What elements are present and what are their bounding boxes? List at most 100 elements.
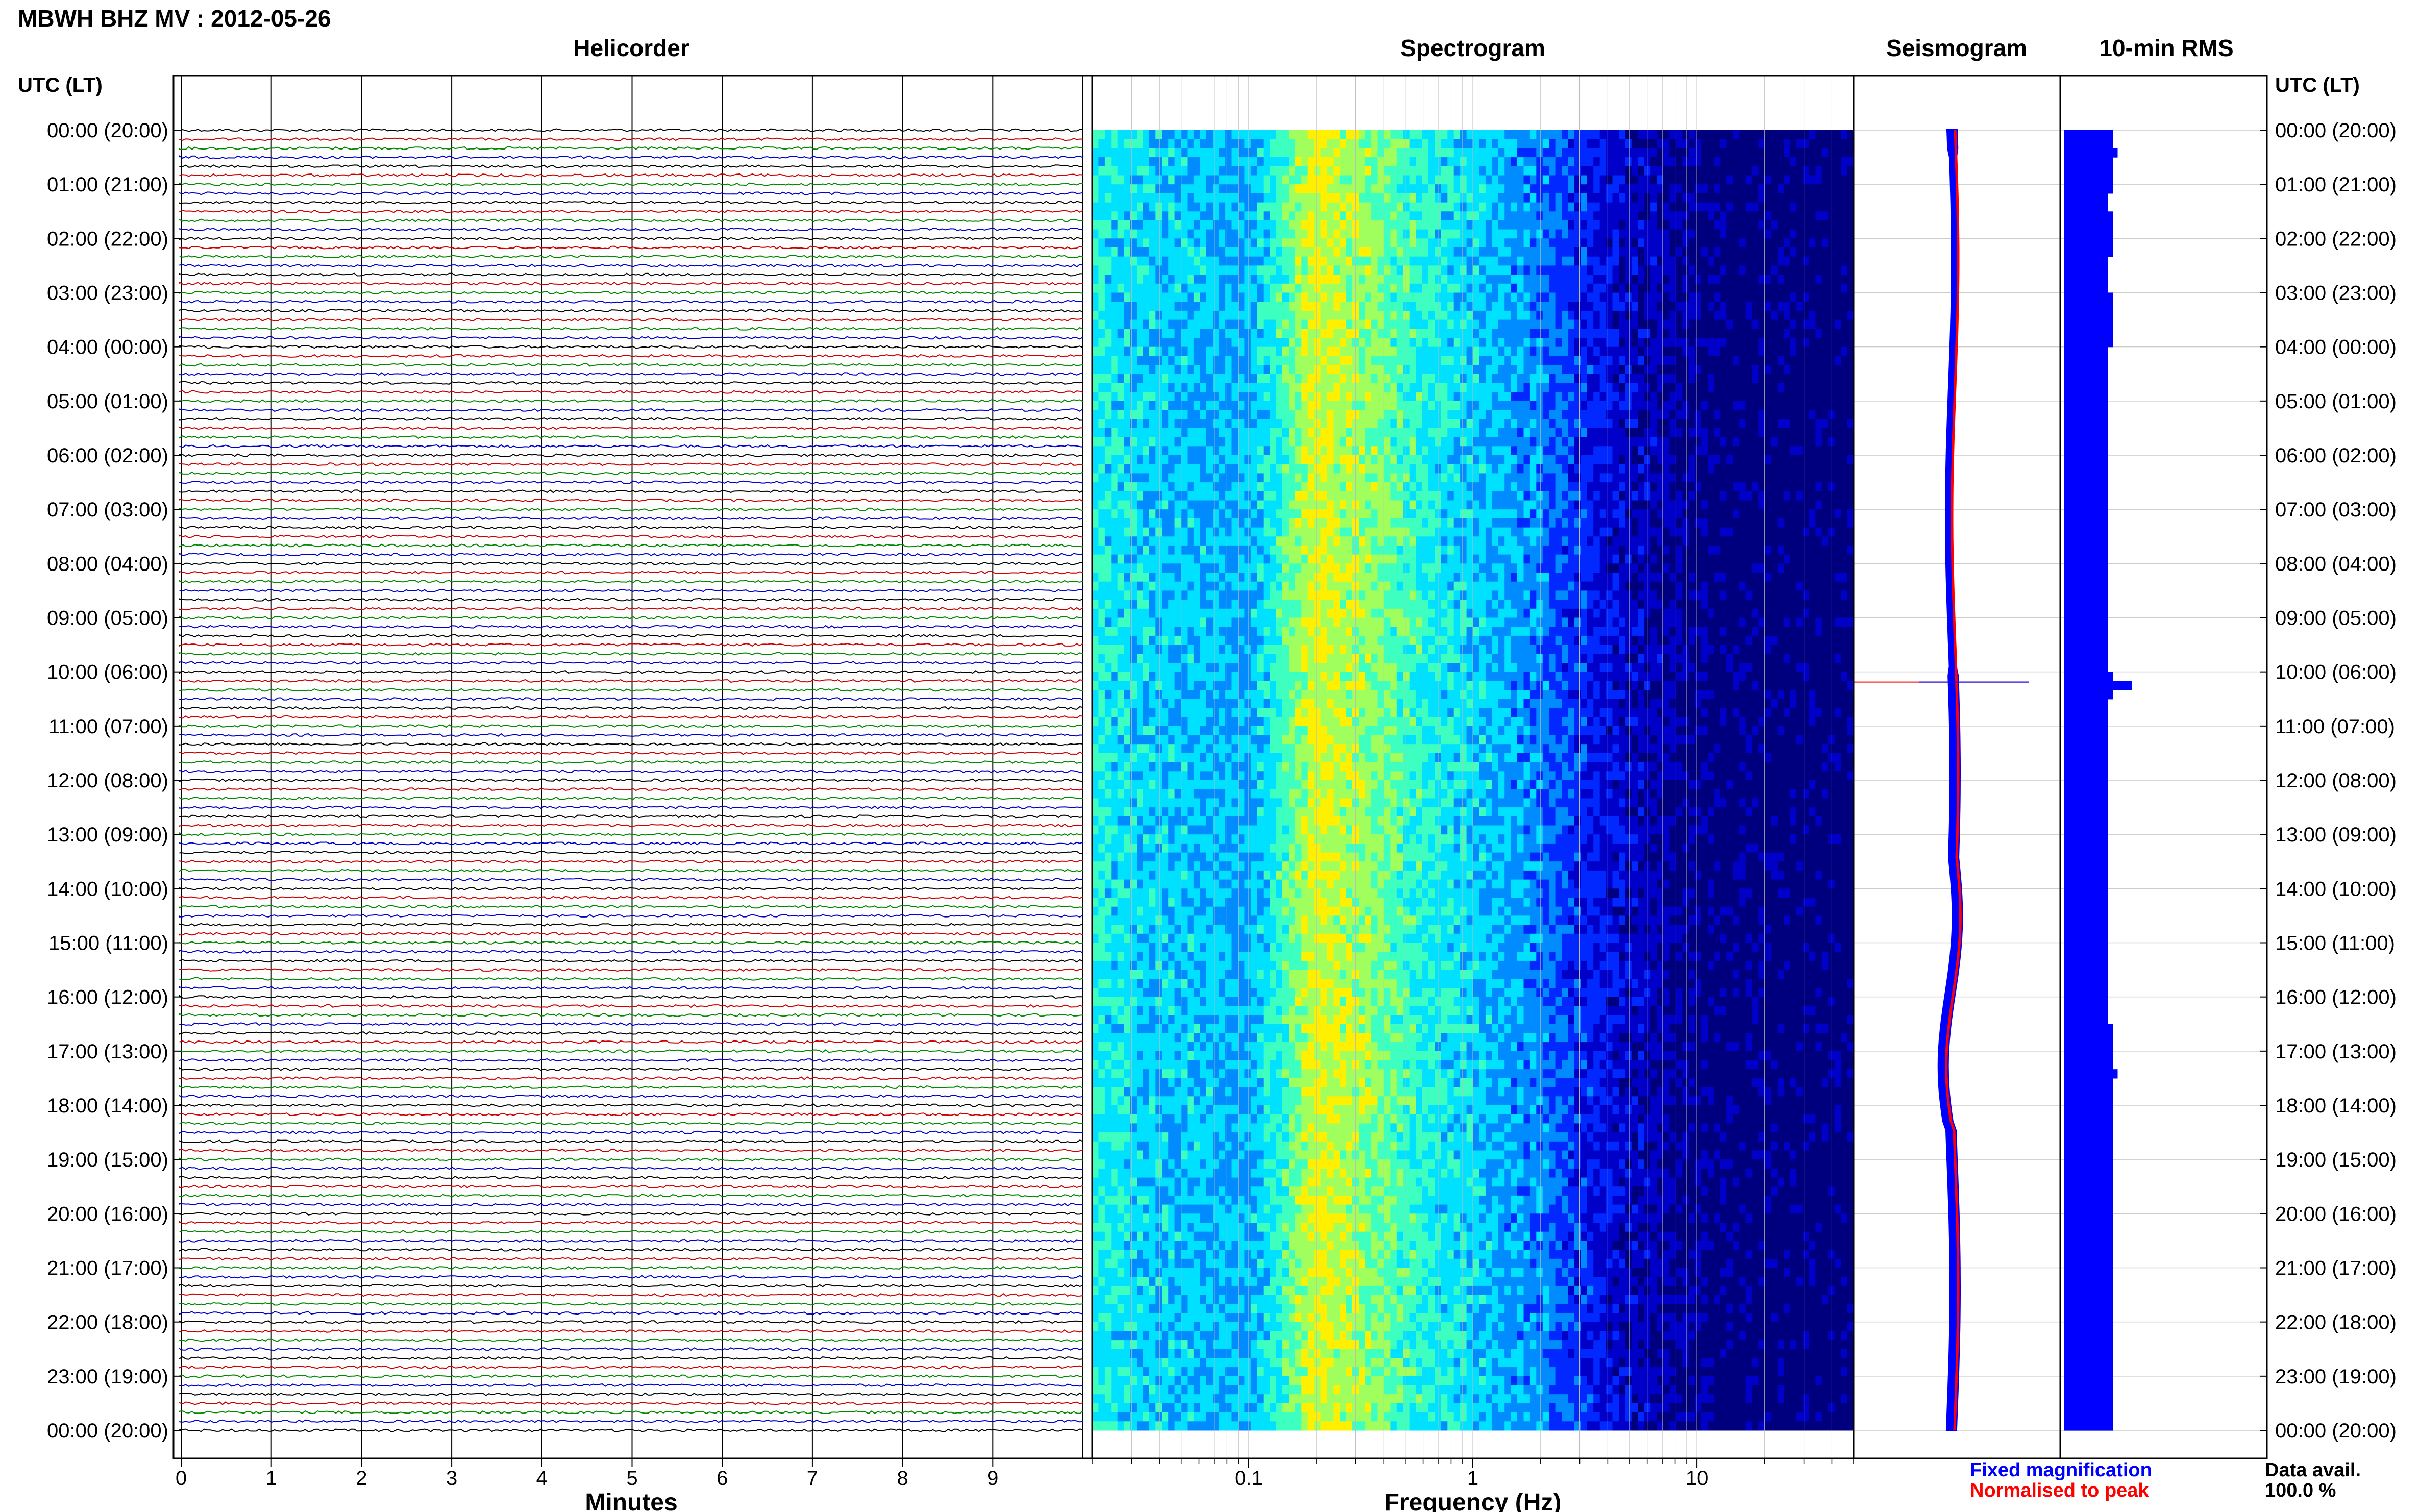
spectrogram-cell [1453, 202, 1461, 212]
helicorder-trace [179, 191, 1083, 195]
spectrogram-cell [1714, 275, 1721, 284]
spectrogram-cell [1117, 383, 1124, 392]
spectrogram-cell [1346, 346, 1353, 356]
spectrogram-cell [1238, 202, 1245, 212]
spectrogram-cell [1416, 256, 1423, 266]
spectrogram-cell [1498, 482, 1505, 492]
spectrogram-cell [1841, 184, 1848, 194]
spectrogram-cell [1219, 130, 1226, 140]
spectrogram-cell [1473, 464, 1479, 474]
spectrogram-cell [1657, 139, 1664, 148]
spectrogram-cell [1168, 283, 1175, 293]
spectrogram-cell [1542, 419, 1549, 429]
spectrogram-cell [1447, 238, 1454, 248]
spectrogram-cell [1764, 166, 1771, 176]
spectrogram-cell [1752, 419, 1759, 429]
spectrogram-cell [1092, 265, 1099, 275]
spectrogram-cell [1219, 482, 1226, 492]
spectrogram-cell [1777, 365, 1784, 375]
spectrogram-cell [1365, 346, 1372, 356]
spectrogram-cell [1155, 220, 1163, 230]
spectrogram-cell [1650, 374, 1658, 383]
spectrogram-cell [1460, 482, 1467, 492]
spectrogram-cell [1568, 428, 1575, 438]
spectrogram-cell [1682, 130, 1689, 140]
spectrogram-cell [1168, 157, 1175, 167]
spectrogram-cell [1181, 319, 1188, 329]
spectrogram-cell [1301, 302, 1309, 311]
spectrogram-cell [1599, 184, 1607, 194]
spectrogram-cell [1104, 139, 1112, 148]
spectrogram-cell [1282, 265, 1289, 275]
spectrogram-cell [1612, 310, 1619, 320]
spectrogram-cell [1644, 464, 1651, 474]
spectrogram-cell [1739, 302, 1746, 311]
spectrogram-cell [1384, 482, 1391, 492]
spectrogram-cell [1485, 139, 1492, 148]
spectrogram-cell [1555, 401, 1562, 410]
spectrogram-cell [1593, 473, 1600, 483]
spectrogram-cell [1231, 346, 1239, 356]
spectrogram-cell [1657, 446, 1664, 456]
spectrogram-cell [1295, 310, 1302, 320]
spectrogram-cell [1282, 346, 1289, 356]
spectrogram-cell [1777, 473, 1784, 483]
spectrogram-cell [1784, 283, 1791, 293]
spectrogram-cell [1650, 346, 1658, 356]
spectrogram-cell [1365, 419, 1372, 429]
spectrogram-cell [1485, 292, 1492, 302]
spectrogram-cell [1733, 193, 1740, 203]
helicorder-trace [179, 1284, 1083, 1288]
spectrogram-cell [1764, 157, 1771, 167]
spectrogram-cell [1701, 365, 1708, 375]
spectrogram-cell [1675, 193, 1683, 203]
spectrogram-cell [1638, 374, 1645, 383]
spectrogram-cell [1745, 265, 1752, 275]
spectrogram-cell [1771, 302, 1778, 311]
spectrogram-cell [1289, 238, 1296, 248]
spectrogram-cell [1638, 410, 1645, 419]
helicorder-trace [179, 1203, 1083, 1207]
spectrogram-cell [1447, 211, 1454, 221]
spectrogram-cell [1821, 247, 1829, 257]
spectrogram-cell [1562, 166, 1569, 176]
spectrogram-cell [1828, 482, 1835, 492]
spectrogram-cell [1625, 220, 1632, 230]
spectrogram-cell [1200, 419, 1207, 429]
spectrogram-cell [1644, 283, 1651, 293]
spectrogram-cell [1631, 184, 1638, 194]
spectrogram-cell [1517, 464, 1524, 474]
spectrogram-cell [1828, 473, 1835, 483]
spectrogram-cell [1149, 383, 1156, 392]
spectrogram-cell [1416, 130, 1423, 140]
spectrogram-cell [1282, 419, 1289, 429]
spectrogram-cell [1206, 302, 1213, 311]
spectrogram-cell [1403, 401, 1410, 410]
spectrogram-cell [1307, 193, 1315, 203]
spectrogram-cell [1263, 419, 1270, 429]
spectrogram-cell [1187, 401, 1194, 410]
spectrogram-cell [1333, 346, 1340, 356]
spectrogram-cell [1390, 310, 1397, 320]
spectrogram-cell [1517, 455, 1524, 465]
spectrogram-cell [1339, 428, 1346, 438]
spectrogram-cell [1403, 275, 1410, 284]
spectrogram-cell [1263, 365, 1270, 375]
spectrogram-cell [1619, 202, 1625, 212]
spectrogram-cell [1745, 401, 1752, 410]
spectrogram-cell [1758, 329, 1765, 338]
spectrogram-cell [1143, 184, 1150, 194]
spectrogram-cell [1606, 157, 1613, 167]
spectrogram-cell [1143, 338, 1150, 348]
spectrogram-cell [1307, 247, 1315, 257]
spectrogram-cell [1758, 292, 1765, 302]
spectrogram-cell [1219, 275, 1226, 284]
spectrogram-cell [1453, 446, 1461, 456]
spectrogram-cell [1289, 473, 1296, 483]
spectrogram-cell [1523, 419, 1531, 429]
spectrogram-cell [1663, 157, 1670, 167]
spectrogram-cell [1257, 292, 1264, 302]
spectrogram-cell [1473, 473, 1479, 483]
helicorder-trace [179, 1004, 1083, 1008]
spectrogram-cell [1720, 292, 1727, 302]
